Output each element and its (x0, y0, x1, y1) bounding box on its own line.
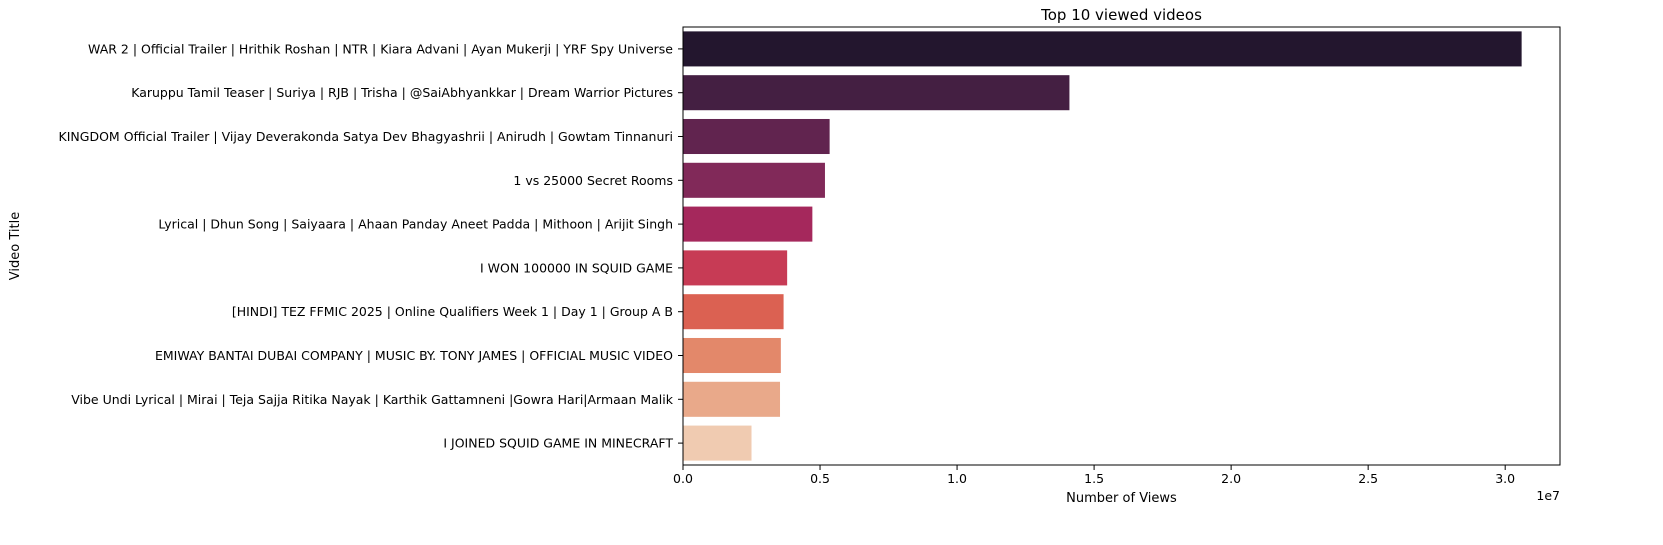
y-axis-title: Video Title (8, 212, 23, 280)
x-axis-ticks: 0.0 0.5 1.0 1.5 2.0 2.5 3.0 (673, 465, 1515, 486)
y-tick-label: WAR 2 | Official Trailer | Hrithik Rosha… (88, 41, 673, 56)
y-tick-label: Lyrical | Dhun Song | Saiyaara | Ahaan P… (158, 217, 673, 232)
x-tick-label: 2.5 (1358, 471, 1378, 486)
bars-group (683, 31, 1522, 461)
x-tick-label: 0.5 (810, 471, 830, 486)
bar (683, 162, 825, 198)
plot-frame (682, 26, 1561, 466)
bar (683, 206, 813, 242)
x-tick-label: 3.0 (1495, 471, 1515, 486)
x-tick-label: 1.5 (1084, 471, 1104, 486)
y-tick-label: [HINDI] TEZ FFMIC 2025 | Online Qualifie… (232, 304, 673, 319)
y-tick-label: EMIWAY BANTAI DUBAI COMPANY | MUSIC BY. … (155, 348, 673, 363)
x-tick-label: 0.0 (673, 471, 693, 486)
bar (683, 118, 830, 155)
bar (683, 337, 781, 374)
y-tick-label: Vibe Undi Lyrical | Mirai | Teja Sajja R… (71, 392, 674, 407)
y-tick-label: KINGDOM Official Trailer | Vijay Deverak… (59, 129, 673, 144)
bar (683, 250, 788, 286)
x-tick-label: 1.0 (947, 471, 967, 486)
y-tick-label: I WON 100000 IN SQUID GAME (480, 260, 673, 275)
bar (683, 31, 1522, 67)
bar (683, 294, 784, 330)
y-tick-label: 1 vs 25000 Secret Rooms (513, 173, 673, 188)
y-tick-label: Karuppu Tamil Teaser | Suriya | RJB | Tr… (131, 85, 673, 100)
x-axis-title: Number of Views (1066, 491, 1177, 506)
y-axis-ticks: WAR 2 | Official Trailer | Hrithik Rosha… (59, 41, 683, 451)
bar (683, 381, 781, 417)
bar (683, 75, 1070, 111)
x-axis-offset-label: 1e7 (1536, 488, 1560, 503)
x-tick-label: 2.0 (1221, 471, 1241, 486)
chart-title: Top 10 viewed videos (1040, 6, 1202, 24)
bar (683, 425, 752, 461)
y-tick-label: I JOINED SQUID GAME IN MINECRAFT (443, 436, 673, 451)
